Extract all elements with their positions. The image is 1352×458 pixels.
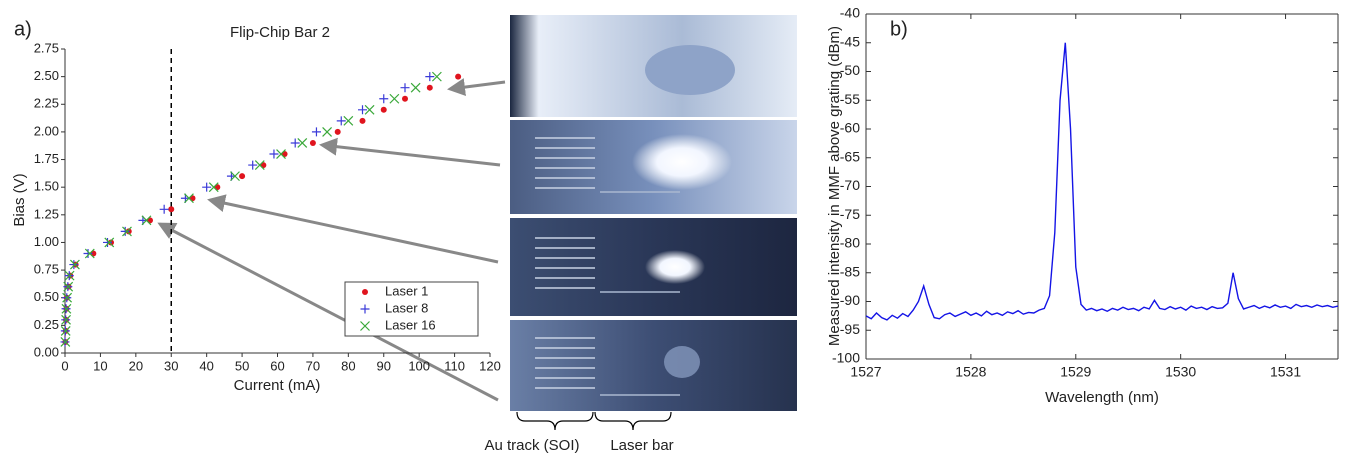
y-tick-label: -100 (832, 350, 860, 366)
legend-swatch (362, 289, 368, 295)
y-tick-label: 0.50 (34, 289, 59, 304)
x-tick-label: 100 (408, 358, 430, 373)
photo-spot (645, 45, 735, 95)
x-tick-label: 120 (479, 358, 501, 373)
x-tick-label: 20 (129, 358, 143, 373)
point (427, 85, 433, 91)
y-tick-label: 2.00 (34, 123, 59, 138)
y-tick-label: 2.50 (34, 68, 59, 83)
x-tick-label: 1528 (955, 364, 986, 380)
chart-title: Flip-Chip Bar 2 (230, 24, 330, 41)
point (121, 227, 130, 236)
point (69, 260, 78, 269)
photo-glow (645, 250, 705, 284)
y-tick-label: -85 (840, 263, 860, 279)
photo-label: Laser bar (610, 437, 673, 454)
y-tick-label: -45 (840, 33, 860, 49)
y-tick-label: 0.75 (34, 262, 59, 277)
y-tick-label: 1.50 (34, 179, 59, 194)
y-axis-label: Bias (V) (11, 173, 28, 226)
x-tick-label: 10 (93, 358, 107, 373)
arrow (210, 200, 498, 262)
x-tick-label: 1527 (850, 364, 881, 380)
legend-label: Laser 8 (385, 300, 428, 315)
photo-spot (664, 346, 700, 378)
y-tick-label: 2.25 (34, 96, 59, 111)
x-axis-label: Wavelength (nm) (1045, 389, 1159, 406)
arrow (322, 145, 500, 165)
point (401, 83, 410, 92)
point (239, 173, 245, 179)
point (390, 94, 399, 103)
y-tick-label: -70 (840, 177, 860, 193)
photo-glow (632, 134, 732, 190)
y-tick-label: -60 (840, 120, 860, 136)
photo (510, 320, 797, 411)
y-tick-label: -95 (840, 321, 860, 337)
y-tick-label: -65 (840, 148, 860, 164)
point (84, 249, 93, 258)
point (379, 94, 388, 103)
point (411, 83, 420, 92)
point (103, 238, 112, 247)
y-tick-label: 1.00 (34, 234, 59, 249)
x-tick-label: 90 (377, 358, 391, 373)
x-tick-label: 60 (270, 358, 284, 373)
photos (510, 15, 797, 411)
y-tick-label: -75 (840, 206, 860, 222)
braces (517, 412, 671, 430)
y-tick-label: 1.75 (34, 151, 59, 166)
point (312, 127, 321, 136)
photo-label: Au track (SOI) (484, 437, 579, 454)
y-tick-label: 0.25 (34, 317, 59, 332)
y-tick-label: -90 (840, 292, 860, 308)
point (323, 127, 332, 136)
y-tick-label: -40 (840, 5, 860, 21)
x-tick-label: 1531 (1270, 364, 1301, 380)
arrow (450, 82, 505, 89)
point (381, 107, 387, 113)
y-tick-label: 0.00 (34, 344, 59, 359)
legend-label: Laser 16 (385, 317, 436, 332)
x-tick-label: 40 (199, 358, 213, 373)
point (360, 118, 366, 124)
point (402, 96, 408, 102)
legend: Laser 1 Laser 8 Laser 16 (345, 282, 478, 336)
spectrum-line (866, 43, 1338, 320)
point (168, 206, 174, 212)
x-tick-label: 110 (444, 358, 465, 373)
y-tick-label: -50 (840, 62, 860, 78)
panel-label: a) (14, 18, 32, 40)
y-tick-label: 2.75 (34, 40, 59, 55)
point (455, 74, 461, 80)
x-tick-label: 70 (306, 358, 320, 373)
x-tick-label: 1530 (1165, 364, 1196, 380)
legend-label: Laser 1 (385, 283, 428, 298)
point (335, 129, 341, 135)
x-tick-label: 50 (235, 358, 249, 373)
y-tick-label: -55 (840, 91, 860, 107)
x-tick-label: 30 (164, 358, 178, 373)
x-tick-label: 1529 (1060, 364, 1091, 380)
panel-label: b) (890, 18, 908, 40)
x-axis-label: Current (mA) (234, 377, 321, 394)
point (160, 205, 169, 214)
y-tick-label: 1.25 (34, 206, 59, 221)
x-tick-label: 80 (341, 358, 355, 373)
arrows (160, 82, 505, 400)
figure: Au track (SOI) Laser bar a) Flip-Chip Bar… (0, 0, 1352, 458)
point (310, 140, 316, 146)
y-tick-label: -80 (840, 235, 860, 251)
x-tick-label: 0 (61, 358, 68, 373)
